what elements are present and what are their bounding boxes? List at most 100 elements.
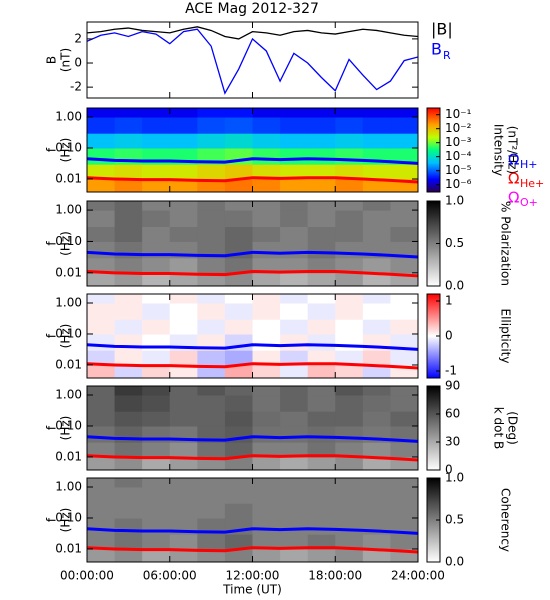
spectrogram-cell: [390, 108, 418, 118]
y-tick-label: 0.01: [55, 449, 82, 463]
spectrogram-cell: [335, 394, 364, 412]
spectrogram-cell: [335, 147, 364, 165]
spectrogram-cell: [142, 133, 171, 149]
spectrogram-cell: [307, 319, 336, 335]
spectrogram-cell: [335, 386, 364, 396]
spectrogram-cell: [197, 116, 226, 134]
spectrogram-cell: [362, 164, 391, 180]
spectrogram-cell: [114, 164, 143, 180]
spectrogram-cell: [197, 201, 226, 211]
spectrogram-cell: [87, 257, 116, 274]
spectrogram-cell: [87, 386, 116, 396]
colorbar-tick-label: 90: [445, 379, 460, 393]
spectrogram-cell: [169, 486, 198, 504]
spectrogram-cell: [142, 302, 171, 320]
cyclotron-line: [87, 527, 418, 535]
spectrogram-cell: [169, 364, 198, 378]
spectrogram-cell: [114, 201, 143, 211]
spectrogram-cell: [169, 456, 198, 470]
spectrogram-cell: [87, 294, 116, 304]
cyclotron-line: [87, 250, 418, 259]
spectrogram-cell: [390, 210, 418, 227]
spectrogram-cell: [307, 257, 336, 274]
legend-symbol: Ω: [508, 189, 519, 207]
spectrogram-cell: [307, 333, 336, 351]
spectrogram-cell: [224, 442, 253, 458]
spectrogram-cell: [252, 210, 281, 227]
colorbar-label: Ellipticity: [499, 309, 513, 364]
spectrogram-cell: [87, 456, 116, 470]
spectrogram-cell: [224, 456, 253, 470]
spectrogram-cell: [335, 350, 364, 366]
spectrogram-cell: [114, 456, 143, 470]
legend-label: He+: [520, 177, 544, 190]
spectrogram-cell: [280, 486, 309, 504]
spectrogram-cell: [252, 364, 281, 378]
spectrogram-cell: [142, 294, 171, 304]
spectrogram-cell: [224, 319, 253, 335]
colorbar-tick-label: 0.0: [445, 279, 464, 293]
spectrogram-cell: [362, 201, 391, 211]
spectrogram-cell: [197, 257, 226, 274]
spectrogram-cell: [114, 548, 143, 562]
spectrogram-cell: [362, 442, 391, 458]
spectrogram-cell: [335, 478, 364, 488]
legend-label: B: [431, 40, 442, 59]
spectrogram-cell: [390, 201, 418, 211]
spectrogram-cell: [280, 272, 309, 286]
spectrogram-cell: [252, 319, 281, 335]
spectrogram-cell: [335, 164, 364, 180]
spectrogram-cell: [280, 425, 309, 443]
spectrogram-cell: [280, 210, 309, 227]
spectrogram-cell: [390, 486, 418, 504]
cyclotron-line: [87, 176, 418, 184]
y-axis-label: f: [45, 425, 59, 430]
spectrogram-cell: [197, 503, 226, 519]
spectrogram-cell: [197, 133, 226, 149]
spectrogram-cell: [307, 456, 336, 470]
spectrogram-cell: [197, 486, 226, 504]
colorbar-tick-label: 10⁻³: [445, 135, 472, 149]
spectrogram-cell: [390, 164, 418, 180]
spectrogram-cell: [87, 394, 116, 412]
colorbar-tick-label: 0.5: [445, 236, 464, 250]
spectrogram-cell: [335, 503, 364, 519]
spectrogram-cell: [252, 456, 281, 470]
spectrogram-cell: [335, 210, 364, 227]
spectrogram-cell: [224, 272, 253, 286]
spectrogram-cell: [224, 133, 253, 149]
spectrogram-cell: [252, 333, 281, 351]
colorbar-tick-label: 10⁻⁴: [445, 149, 472, 163]
spectrogram-cell: [252, 226, 281, 242]
spectrogram-cell: [390, 517, 418, 535]
spectrogram-cell: [362, 302, 391, 320]
spectrogram-cell: [390, 133, 418, 149]
spectrogram-cell: [142, 319, 171, 335]
spectrogram-cell: [307, 411, 336, 427]
spectrogram-cell: [142, 116, 171, 134]
spectrogram-cell: [307, 272, 336, 286]
spectrogram-cell: [362, 350, 391, 366]
spectrogram-cell: [142, 478, 171, 488]
spectrogram-cell: [224, 548, 253, 562]
spectrogram-cell: [390, 411, 418, 427]
spectrogram-cell: [224, 226, 253, 242]
spectrogram-cell: [114, 272, 143, 286]
spectrogram-cell: [280, 386, 309, 396]
spectrogram-cell: [335, 456, 364, 470]
spectrogram-cell: [307, 210, 336, 227]
spectrogram-cell: [280, 503, 309, 519]
spectrogram-cell: [197, 164, 226, 180]
spectrogram-cell: [362, 178, 391, 192]
spectrogram-cell: [252, 394, 281, 412]
spectrogram-cell: [307, 164, 336, 180]
legend-symbol: Ω: [508, 170, 519, 188]
y-axis-label: (Hz): [59, 231, 73, 256]
cyclotron-line: [87, 343, 418, 351]
spectrogram-cell: [142, 364, 171, 378]
spectrogram-cell: [197, 226, 226, 242]
spectrogram-cell: [114, 411, 143, 427]
spectrogram-cell: [169, 294, 198, 304]
spectrogram-cell: [362, 394, 391, 412]
spectrogram-cell: [335, 116, 364, 134]
